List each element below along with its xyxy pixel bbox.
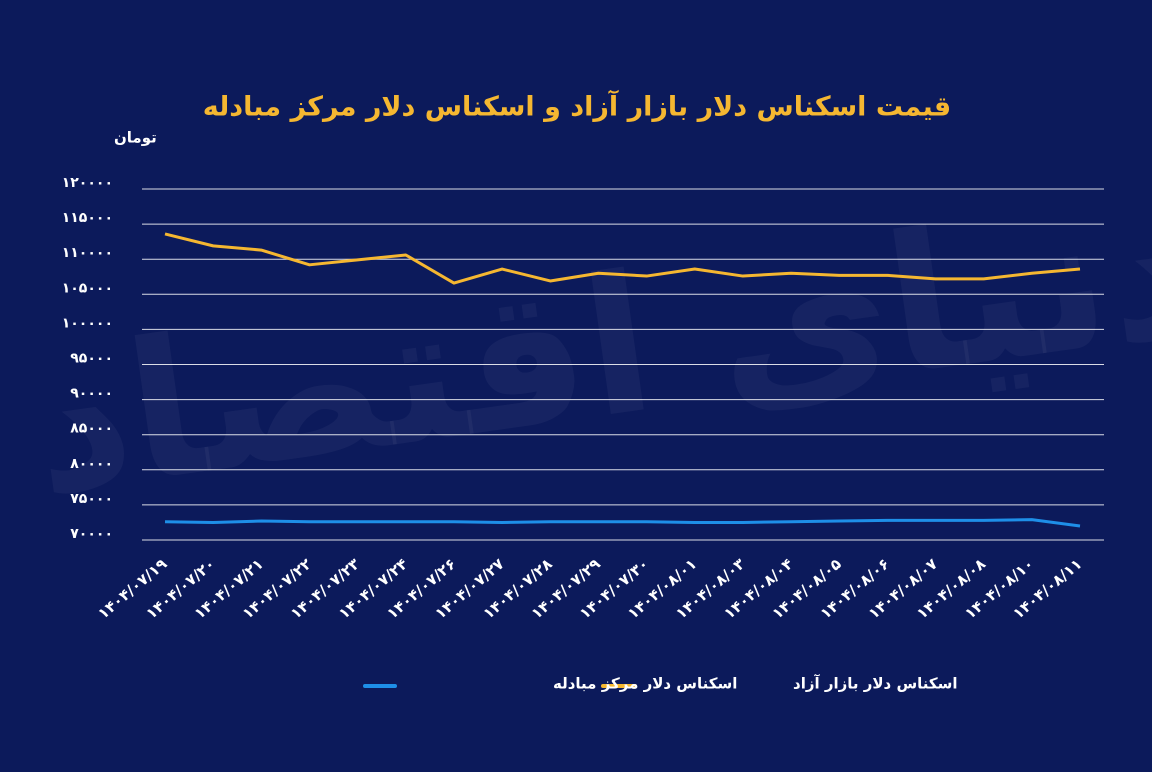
y-tick-label: ۸۵۰۰۰ [70, 421, 113, 437]
y-tick-label: ۷۵۰۰۰ [70, 491, 113, 507]
data-line [164, 518, 1081, 528]
y-tick-label: ۹۵۰۰۰ [70, 351, 113, 367]
y-tick-label: ۱۲۰۰۰۰ [62, 175, 113, 191]
y-axis-label: تومان [114, 129, 157, 147]
y-tick-label: ۹۰۰۰۰ [70, 386, 113, 402]
y-tick-label: ۱۰۰۰۰۰ [62, 315, 113, 331]
y-tick-label: ۱۱۰۰۰۰ [62, 245, 113, 261]
y-tick-label: ۸۰۰۰۰ [70, 456, 113, 472]
legend-label: اسکناس دلار مرکز مبادله [553, 675, 737, 693]
y-tick-label: ۱۰۵۰۰۰ [62, 280, 113, 296]
legend-label: اسکناس دلار بازار آزاد [793, 675, 958, 693]
chart-title: قیمت اسکناس دلار بازار آزاد و اسکناس دلا… [203, 90, 951, 123]
y-tick-label: ۷۰۰۰۰ [70, 526, 113, 542]
data-line [164, 232, 1081, 285]
y-tick-label: ۱۱۵۰۰۰ [62, 210, 113, 226]
